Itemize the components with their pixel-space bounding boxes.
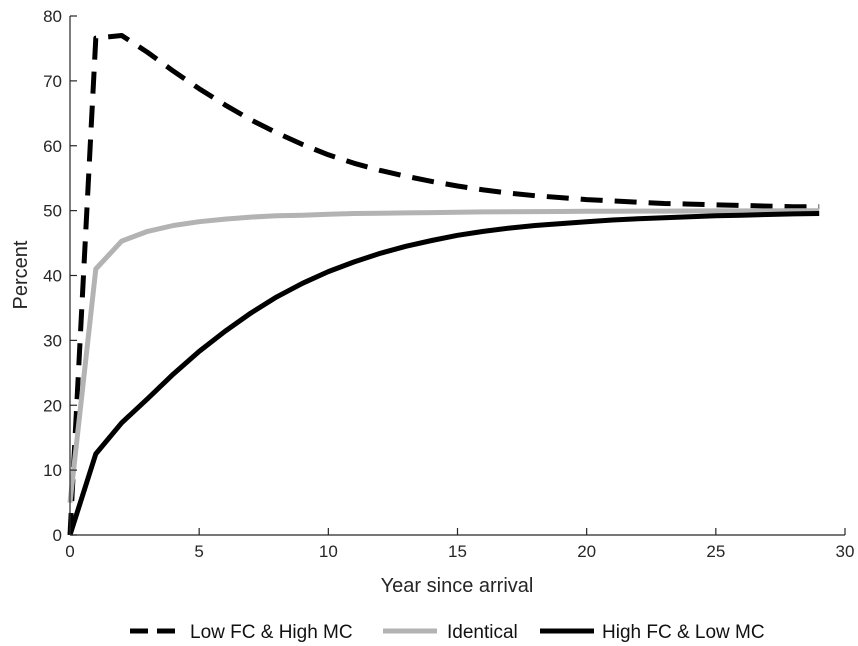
series-line-3 [67,211,820,536]
y-tick-label: 30 [43,331,62,350]
y-tick-label: 20 [43,396,62,415]
series-layer [67,33,820,536]
legend-label-3: High FC & Low MC [602,622,765,643]
series-line-1 [67,33,820,536]
plot-area [70,16,845,535]
axes-layer: 0 5 10 15 20 25 30 0 10 20 30 40 50 60 70 80 [43,7,854,561]
x-tick-label: 30 [836,542,855,561]
x-tick-label: 25 [706,542,725,561]
x-axis-title: Year since arrival [381,575,534,597]
x-tick-label: 10 [319,542,338,561]
series-line-2 [67,208,820,503]
y-tick-label: 50 [43,202,62,221]
plot-background [70,16,845,535]
x-tick-label: 5 [194,542,203,561]
x-tick-label: 20 [577,542,596,561]
y-tick-label: 80 [43,7,62,26]
y-tick-label: 70 [43,72,62,91]
legend-label-1: Low FC & High MC [190,622,353,643]
y-tick-label: 60 [43,137,62,156]
x-tick-label: 15 [448,542,467,561]
y-tick-label: 0 [53,526,62,545]
legend-label-2: Identical [447,622,518,643]
legend: Low FC & High MC Identical High FC & Low M… [130,622,765,643]
x-tick-label: 0 [65,542,74,561]
y-tick-label: 40 [43,267,62,286]
y-tick-label: 10 [43,461,62,480]
y-axis-title: Percent [10,240,32,309]
